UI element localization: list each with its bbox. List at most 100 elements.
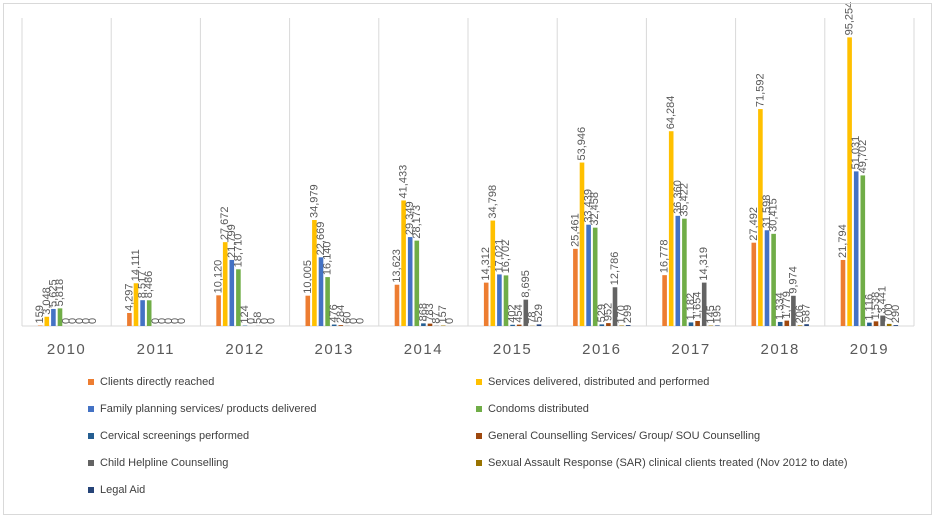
bar	[599, 324, 605, 326]
data-label: 700	[883, 304, 895, 322]
data-label: 29,349	[404, 201, 416, 235]
x-tick-label: 2016	[582, 341, 621, 358]
bar	[331, 324, 337, 326]
data-label: 21,799	[226, 224, 238, 258]
data-label: 1,538	[870, 292, 882, 320]
bar	[318, 257, 324, 326]
bar	[216, 295, 221, 326]
bar	[688, 322, 694, 326]
x-tick-label: 2014	[404, 341, 443, 358]
data-label: 95,254	[844, 2, 856, 36]
data-label: 529	[596, 304, 608, 322]
data-label: 0	[87, 318, 99, 324]
data-label: 476	[328, 304, 340, 322]
data-label: 868	[417, 303, 429, 321]
legend-item: Services delivered, distributed and perf…	[476, 376, 709, 388]
x-tick-label: 2013	[315, 341, 354, 358]
legend-item: Clients directly reached	[88, 376, 214, 388]
bar	[668, 131, 674, 326]
data-label: 71,592	[754, 73, 766, 107]
data-label: 22,669	[315, 222, 327, 256]
data-label: 0	[444, 318, 456, 324]
data-label: 30,415	[768, 198, 780, 232]
data-label: 1,116	[863, 294, 875, 321]
legend-item: Legal Aid	[88, 484, 145, 496]
data-label: 529	[533, 304, 545, 322]
bar	[804, 324, 809, 326]
bar	[516, 324, 522, 326]
data-label: 0	[246, 318, 258, 324]
legend-label: Family planning services/ products deliv…	[100, 403, 317, 415]
data-label: 159	[34, 305, 46, 323]
data-label: 5,625	[47, 279, 59, 307]
data-label: 290	[890, 305, 902, 323]
data-label: 64,284	[665, 96, 677, 130]
bar	[427, 323, 433, 326]
data-label: 402	[507, 304, 519, 322]
bar	[682, 218, 687, 326]
bar	[771, 233, 776, 326]
data-label: 0	[156, 318, 168, 324]
bar	[797, 325, 803, 326]
data-label: 0	[355, 318, 367, 324]
data-label: 18,710	[232, 234, 244, 268]
data-label: 0	[176, 318, 188, 324]
data-label: 34,979	[308, 184, 320, 218]
bar	[57, 308, 63, 326]
legend-label: Condoms distributed	[488, 403, 589, 415]
data-label: 1,182	[685, 293, 697, 321]
legend-label: Clients directly reached	[100, 376, 215, 388]
bar	[701, 282, 707, 326]
data-label: 10,120	[213, 260, 225, 294]
legend-item: Sexual Assault Response (SAR) clinical c…	[476, 457, 848, 469]
bar	[675, 215, 681, 326]
data-label: 58	[252, 312, 264, 324]
data-label: 145	[705, 305, 717, 323]
bar	[873, 321, 879, 326]
data-label: 8,517	[137, 271, 149, 299]
bar	[536, 324, 542, 326]
data-label: 28,173	[411, 205, 423, 239]
bar	[401, 200, 406, 326]
data-label: 8,695	[520, 270, 532, 298]
data-label: 9,974	[787, 266, 799, 294]
legend-swatch	[476, 379, 482, 385]
data-label: 16,140	[322, 241, 334, 275]
legend-swatch	[88, 433, 94, 439]
bar	[847, 37, 852, 327]
legend-swatch	[88, 487, 94, 493]
legend-swatch	[88, 460, 94, 466]
x-tick-label: 2015	[493, 341, 532, 358]
data-label: 0	[163, 318, 175, 324]
data-label: 51,031	[850, 136, 862, 170]
data-label: 3,048	[41, 287, 53, 315]
legend-item: Cervical screenings performed	[88, 430, 249, 442]
data-label: 587	[801, 304, 813, 322]
data-label: 0	[74, 318, 86, 324]
data-label: 21,794	[837, 224, 849, 258]
bar	[325, 277, 330, 326]
legend-item: Child Helpline Counselling	[88, 457, 228, 469]
legend-item: Condoms distributed	[476, 403, 589, 415]
data-label: 0	[265, 318, 277, 324]
x-tick-label: 2012	[225, 341, 264, 358]
legend-label: Child Helpline Counselling	[100, 457, 229, 469]
bar	[394, 284, 400, 326]
data-label: 14,111	[130, 249, 142, 281]
legend-swatch	[476, 406, 482, 412]
data-label: 124	[239, 305, 251, 323]
data-label: 0	[61, 318, 73, 324]
bar	[407, 237, 413, 326]
bar	[867, 322, 872, 326]
bar	[312, 220, 317, 326]
bar	[44, 316, 50, 326]
bar	[51, 308, 56, 326]
legend-label: Sexual Assault Response (SAR) clinical c…	[488, 457, 848, 469]
bar	[133, 283, 139, 326]
x-tick-label: 2011	[137, 341, 175, 358]
legend-label: Cervical screenings performed	[100, 430, 250, 442]
bar	[421, 323, 426, 326]
legend-swatch	[476, 460, 482, 466]
data-label: 49,702	[857, 140, 869, 174]
data-label: 952	[602, 303, 614, 321]
